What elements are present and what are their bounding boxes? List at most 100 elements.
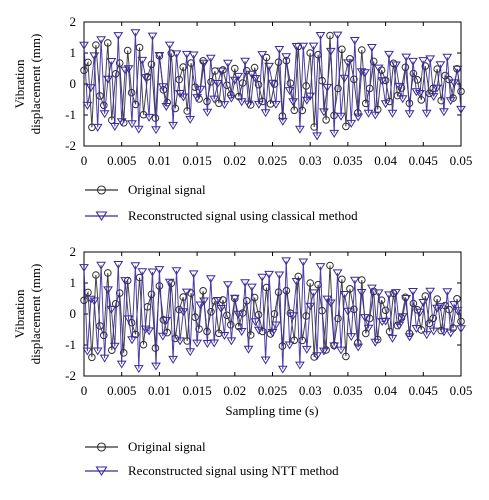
data-point-reconstructed <box>120 277 130 286</box>
data-point-reconstructed <box>298 258 309 267</box>
data-point-original <box>358 276 366 284</box>
data-point-reconstructed <box>247 70 257 79</box>
data-point-reconstructed <box>397 313 408 322</box>
data-point-reconstructed <box>394 82 405 91</box>
legend-item-reconstructed: Reconstructed signal using NTT method <box>85 463 339 478</box>
data-point-reconstructed <box>425 55 436 64</box>
data-point-reconstructed <box>226 337 237 346</box>
data-point-reconstructed <box>267 79 278 88</box>
panel-1-plot-area <box>79 21 466 147</box>
data-point-original <box>262 53 271 62</box>
data-point-reconstructed <box>229 294 240 303</box>
data-point-reconstructed <box>308 42 319 51</box>
data-point-reconstructed <box>267 329 278 337</box>
x-tick-label: 0.005 <box>107 383 136 398</box>
data-point-reconstructed <box>336 112 346 121</box>
data-point-reconstructed <box>428 93 439 102</box>
y-tick-label: 2 <box>70 14 77 29</box>
legend-item-original: Original signal <box>85 439 206 454</box>
data-point-reconstructed <box>147 32 158 41</box>
data-point-reconstructed <box>89 297 100 306</box>
data-point-reconstructed <box>253 100 264 109</box>
data-point-reconstructed <box>301 345 312 354</box>
data-point-reconstructed <box>411 88 422 97</box>
x-tick-label: 0.05 <box>450 383 473 398</box>
data-point-reconstructed <box>404 110 415 119</box>
data-point-reconstructed <box>86 84 96 93</box>
x-tick-label: 0.03 <box>299 383 322 398</box>
x-tick-label: 0.045 <box>409 383 438 398</box>
data-point-reconstructed <box>325 47 336 56</box>
legend-item-reconstructed: Reconstructed signal using classical met… <box>85 208 358 223</box>
data-point-reconstructed <box>99 110 110 119</box>
data-point-reconstructed <box>229 76 240 85</box>
data-point-reconstructed <box>343 307 353 316</box>
x-tick-label: 0.005 <box>107 153 136 168</box>
panel-2-ylabel: Vibration displacement (mm) <box>12 264 43 365</box>
data-point-reconstructed <box>109 123 120 131</box>
data-point-reconstructed <box>391 289 401 298</box>
data-point-reconstructed <box>243 100 254 109</box>
data-point-original <box>88 353 96 362</box>
data-point-original <box>219 296 227 304</box>
data-point-reconstructed <box>202 108 213 117</box>
data-point-reconstructed <box>212 297 223 305</box>
data-point-reconstructed <box>164 41 175 50</box>
data-point-reconstructed <box>199 59 209 68</box>
data-point-original <box>306 279 315 287</box>
data-point-reconstructed <box>103 286 113 295</box>
panel-1-ylabel-line-2: displacement (mm) <box>28 34 43 135</box>
data-point-reconstructed <box>140 74 151 83</box>
data-point-reconstructed <box>250 75 261 83</box>
data-point-reconstructed <box>151 126 161 135</box>
y-tick-label: 0 <box>70 306 77 321</box>
data-point-reconstructed <box>106 58 117 66</box>
data-point-original <box>254 310 263 319</box>
data-point-reconstructed <box>442 53 453 62</box>
data-point-original <box>433 295 442 303</box>
data-point-reconstructed <box>360 69 370 78</box>
data-point-reconstructed <box>432 84 442 93</box>
data-point-reconstructed <box>157 83 168 92</box>
y-tick-label: 0 <box>70 76 77 91</box>
panel-1-ylabel-line-1: Vibration <box>12 59 27 109</box>
data-point-reconstructed <box>367 284 377 293</box>
data-point-reconstructed <box>346 333 357 342</box>
data-point-reconstructed <box>216 67 226 76</box>
data-point-reconstructed <box>216 305 226 313</box>
data-point-original <box>119 349 128 357</box>
data-point-reconstructed <box>394 321 405 330</box>
data-point-reconstructed <box>233 310 244 319</box>
y-tick-label: -1 <box>65 107 76 122</box>
panel-1-ylabel: Vibration displacement (mm) <box>12 34 43 135</box>
data-point-original <box>167 49 176 58</box>
data-point-original <box>92 41 100 49</box>
data-point-reconstructed <box>260 356 271 365</box>
data-point-reconstructed <box>452 307 463 316</box>
data-point-reconstructed <box>205 275 216 284</box>
data-point-original <box>373 105 382 114</box>
data-point-reconstructed <box>435 61 446 70</box>
legend-marker-triangle <box>95 211 108 222</box>
data-point-original <box>207 308 215 316</box>
legend-label-reconstructed: Reconstructed signal using classical met… <box>128 208 358 223</box>
data-point-reconstructed <box>295 125 305 134</box>
data-point-reconstructed <box>401 53 412 62</box>
data-point-reconstructed <box>264 62 274 71</box>
data-point-reconstructed <box>178 308 189 317</box>
data-point-reconstructed <box>140 325 151 334</box>
data-point-reconstructed <box>209 95 220 104</box>
data-point-reconstructed <box>418 299 429 307</box>
data-point-reconstructed <box>79 264 89 273</box>
data-point-reconstructed <box>308 289 319 298</box>
x-tick-label: 0.035 <box>333 383 362 398</box>
data-point-reconstructed <box>116 118 127 127</box>
data-point-reconstructed <box>349 276 360 285</box>
data-point-reconstructed <box>305 92 316 101</box>
x-tick-label: 0.01 <box>148 153 171 168</box>
y-tick-label: -2 <box>65 138 76 153</box>
panel-2-plot-area <box>79 251 466 377</box>
data-point-original <box>104 269 112 277</box>
data-point-reconstructed <box>288 312 298 321</box>
data-point-reconstructed <box>428 327 439 336</box>
